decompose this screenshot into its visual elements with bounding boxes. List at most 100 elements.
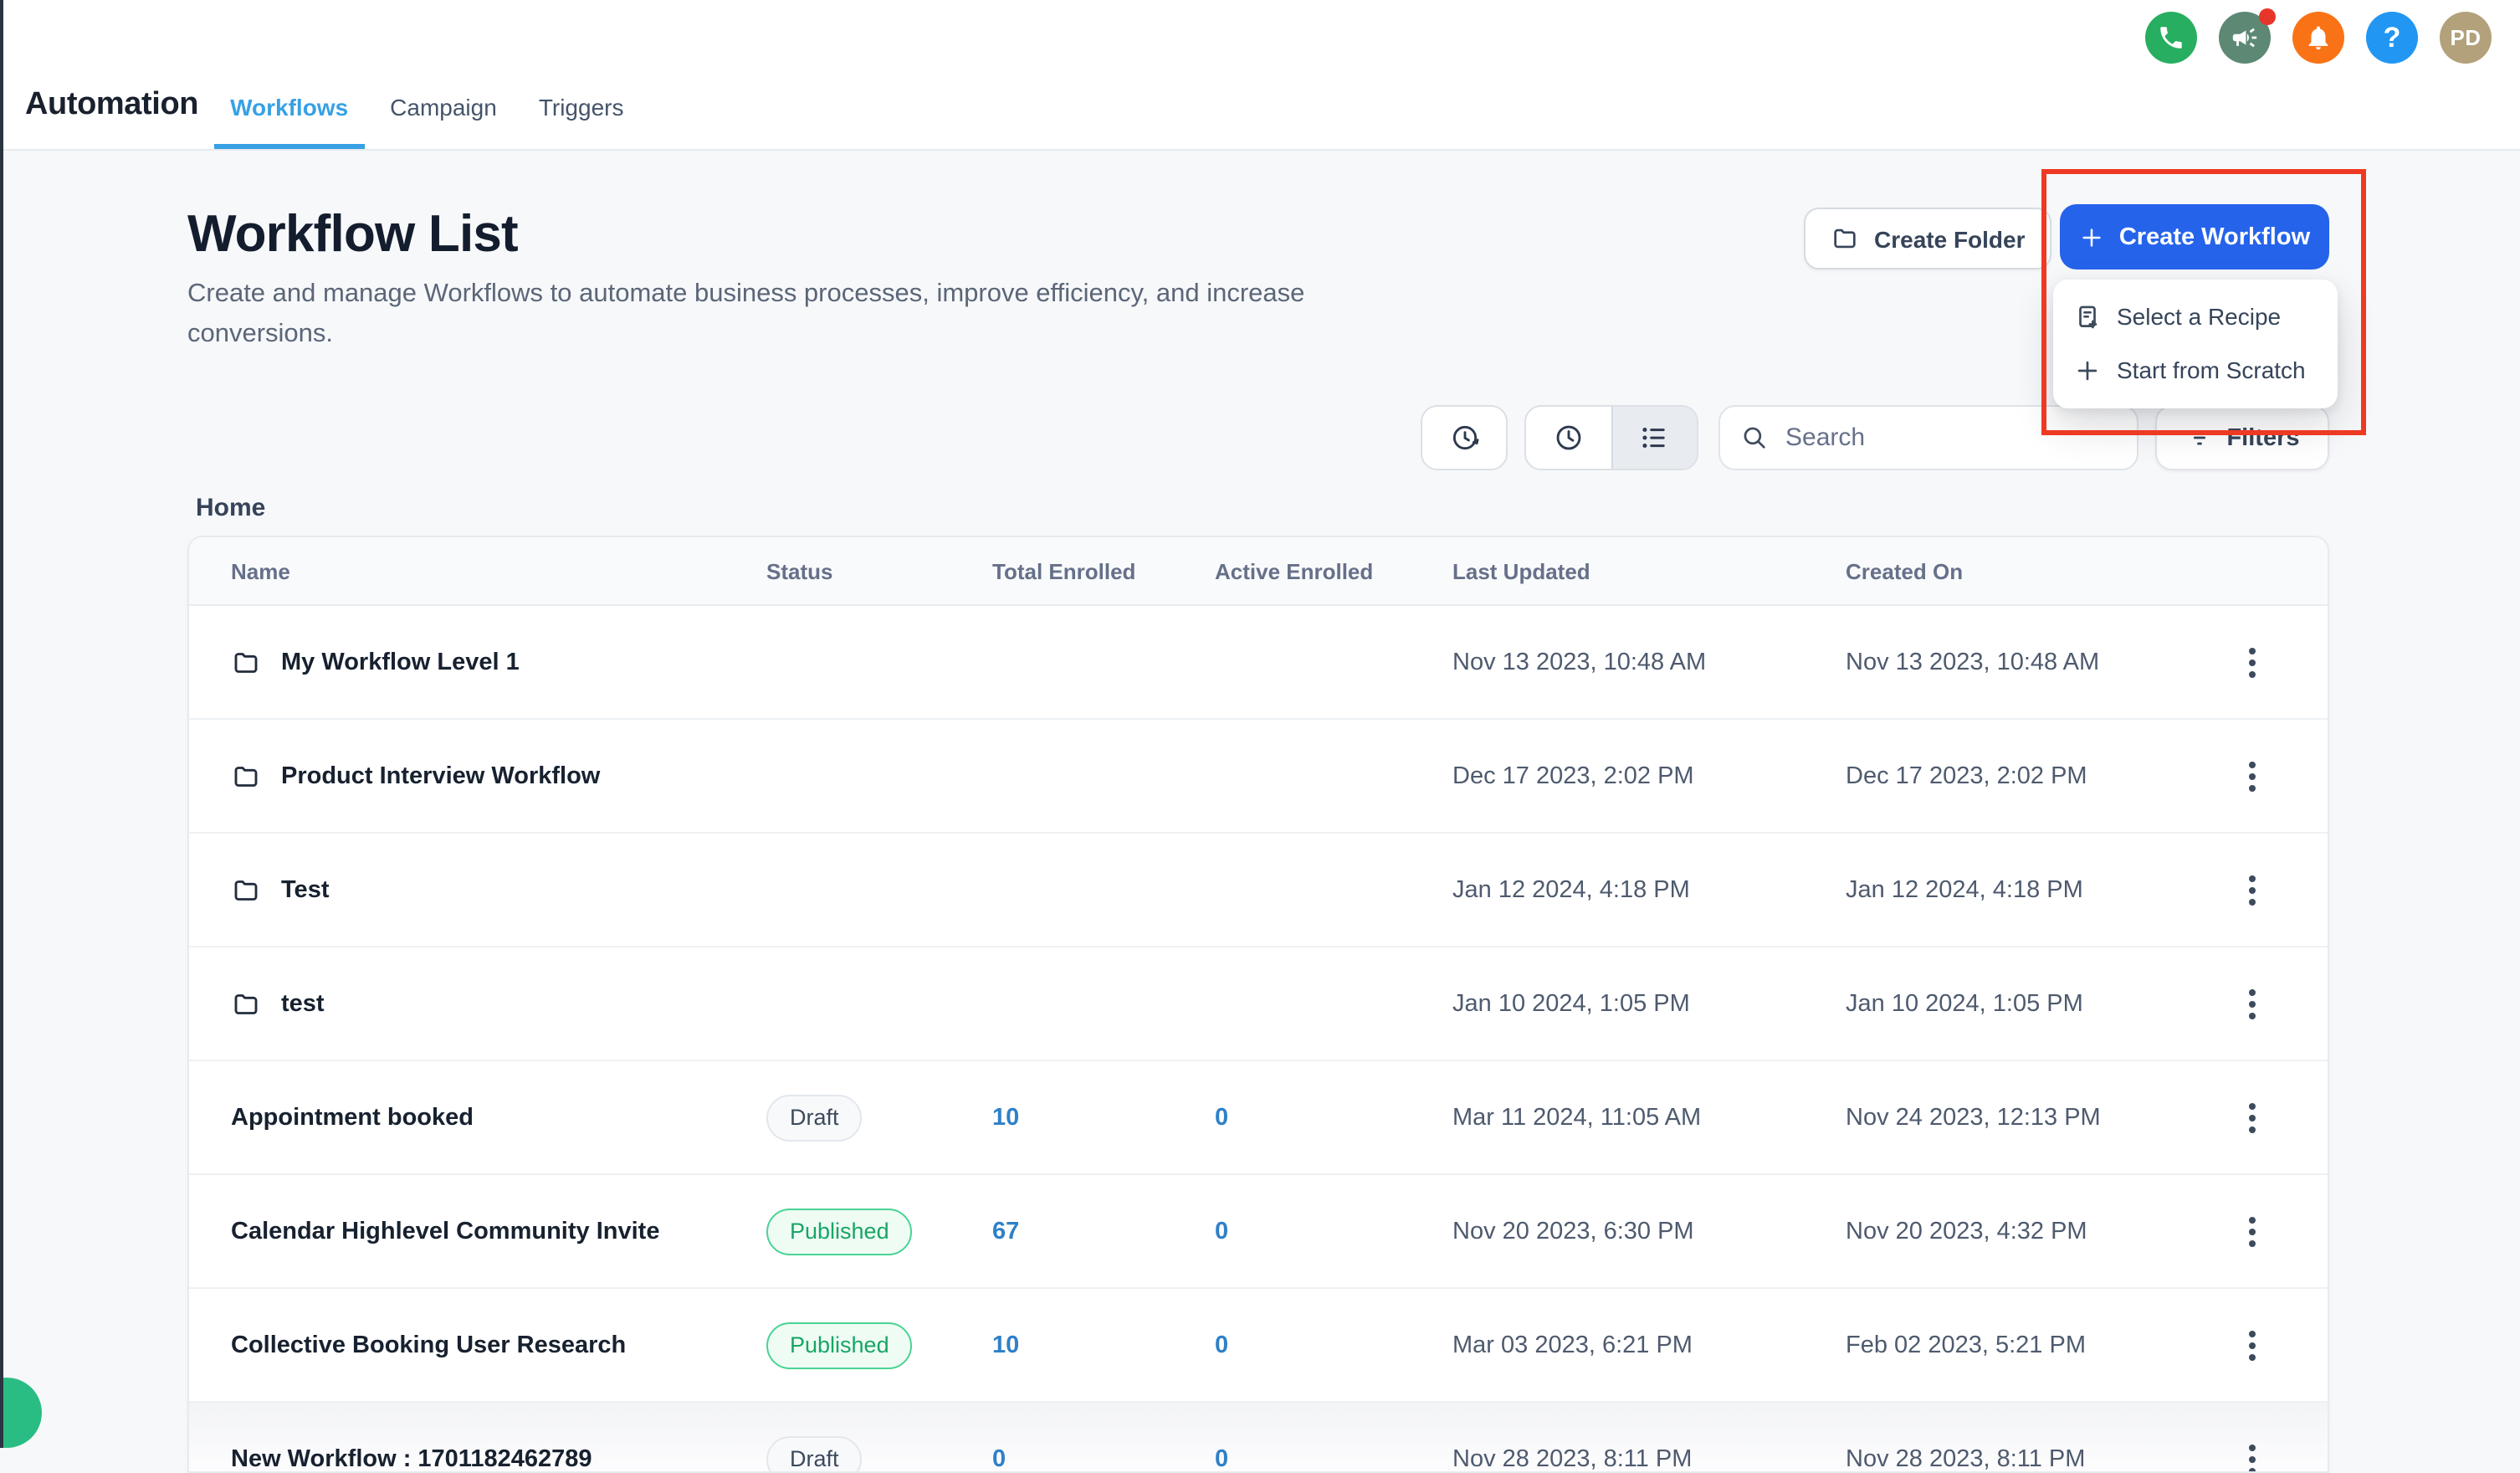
create-workflow-button[interactable]: Create Workflow [2060, 204, 2329, 269]
folder-icon [231, 647, 261, 677]
row-actions-menu-button[interactable] [2239, 865, 2266, 915]
last-updated-value: Dec 17 2023, 2:02 PM [1452, 762, 1694, 789]
table-row[interactable]: Calendar Highlevel Community Invite Publ… [189, 1175, 2328, 1289]
workflow-name-cell[interactable]: Appointment booked [189, 1104, 766, 1131]
page-title: Workflow List [187, 204, 519, 263]
tab-triggers[interactable]: Triggers [538, 94, 624, 121]
create-folder-button[interactable]: Create Folder [1804, 208, 2052, 269]
megaphone-icon [2231, 23, 2259, 52]
row-actions-menu-button[interactable] [2239, 1206, 2266, 1256]
menu-item-label: Start from Scratch [2117, 357, 2306, 383]
row-actions-menu-button[interactable] [2239, 751, 2266, 801]
active-enrolled-value[interactable]: 0 [1215, 1104, 1229, 1131]
table-row[interactable]: My Workflow Level 1 Nov 13 2023, 10:48 A… [189, 606, 2328, 720]
table-row[interactable]: Test Jan 12 2024, 4:18 PM Jan 12 2024, 4… [189, 834, 2328, 947]
list-icon [1639, 422, 1671, 454]
menu-item-label: Select a Recipe [2117, 303, 2282, 330]
row-actions-menu-button[interactable] [2239, 978, 2266, 1029]
row-actions-menu-button[interactable] [2239, 1434, 2266, 1471]
row-actions-menu-button[interactable] [2239, 1092, 2266, 1142]
column-header-last-updated: Last Updated [1452, 558, 1590, 583]
created-on-value: Nov 28 2023, 8:11 PM [1846, 1445, 2086, 1472]
workflow-name-cell[interactable]: Calendar Highlevel Community Invite [189, 1218, 766, 1245]
table-row[interactable]: Product Interview Workflow Dec 17 2023, … [189, 720, 2328, 834]
active-enrolled-value[interactable]: 0 [1215, 1445, 1229, 1472]
tab-workflows[interactable]: Workflows [213, 94, 366, 149]
folder-icon [231, 761, 261, 791]
created-on-value: Nov 24 2023, 12:13 PM [1846, 1104, 2101, 1131]
status-badge: Published [766, 1322, 913, 1368]
total-enrolled-value[interactable]: 10 [992, 1104, 1020, 1131]
table-row[interactable]: Collective Booking User Research Publish… [189, 1289, 2328, 1403]
status-badge: Draft [766, 1435, 863, 1471]
search-field [1718, 405, 2138, 470]
workflow-name-cell[interactable]: test [189, 988, 766, 1019]
menu-item-start-from-scratch[interactable]: Start from Scratch [2053, 343, 2338, 397]
active-enrolled-value[interactable]: 0 [1215, 1332, 1229, 1358]
help-icon: ? [2383, 21, 2401, 53]
created-on-value: Jan 10 2024, 1:05 PM [1846, 990, 2083, 1017]
workflow-name-cell[interactable]: New Workflow : 1701182462789 [189, 1445, 766, 1472]
table-row[interactable]: New Workflow : 1701182462789 Draft 0 0 N… [189, 1403, 2328, 1472]
total-enrolled-value[interactable]: 10 [992, 1332, 1020, 1358]
view-toggle-list[interactable] [1611, 407, 1697, 469]
workflow-name-cell[interactable]: Product Interview Workflow [189, 761, 766, 791]
workflow-name: Appointment booked [231, 1104, 474, 1131]
total-enrolled-value[interactable]: 67 [992, 1218, 1020, 1245]
clock-icon [1553, 422, 1585, 454]
support-chat-widget[interactable] [0, 1378, 42, 1448]
workflow-name-cell[interactable]: Test [189, 875, 766, 905]
workflow-name: Calendar Highlevel Community Invite [231, 1218, 660, 1245]
status-badge: Published [766, 1208, 913, 1255]
column-header-active-enrolled: Active Enrolled [1215, 558, 1374, 583]
last-updated-value: Nov 28 2023, 8:11 PM [1452, 1445, 1693, 1472]
created-on-value: Jan 12 2024, 4:18 PM [1846, 876, 2083, 903]
folder-icon [231, 988, 261, 1019]
column-header-created-on: Created On [1846, 558, 1964, 583]
column-header-total-enrolled: Total Enrolled [992, 558, 1136, 583]
view-toggle [1524, 405, 1698, 470]
page-description: Create and manage Workflows to automate … [187, 280, 1305, 348]
create-workflow-label: Create Workflow [2118, 223, 2311, 250]
phone-button[interactable] [2145, 12, 2197, 64]
row-actions-menu-button[interactable] [2239, 637, 2266, 687]
row-actions-menu-button[interactable] [2239, 1320, 2266, 1370]
page-section-title: Automation [25, 87, 199, 122]
workflow-name: New Workflow : 1701182462789 [231, 1445, 592, 1472]
search-icon [1740, 423, 1769, 452]
create-workflow-menu: Select a Recipe Start from Scratch [2053, 280, 2338, 408]
filters-label: Filters [2226, 424, 2300, 451]
menu-item-select-recipe[interactable]: Select a Recipe [2053, 290, 2338, 343]
filter-icon [2185, 423, 2213, 452]
search-input[interactable] [1782, 422, 2117, 454]
workflow-name: Collective Booking User Research [231, 1332, 627, 1358]
announcements-button[interactable] [2219, 8, 2276, 64]
history-icon [1448, 422, 1480, 454]
help-button[interactable]: ? [2366, 12, 2418, 64]
created-on-value: Dec 17 2023, 2:02 PM [1846, 762, 2087, 789]
recipe-icon [2073, 302, 2102, 331]
sidebar-edge [0, 0, 3, 1448]
total-enrolled-value[interactable]: 0 [992, 1445, 1006, 1472]
notifications-button[interactable] [2292, 12, 2344, 64]
last-updated-value: Nov 13 2023, 10:48 AM [1452, 649, 1707, 675]
global-icon-bar: ? PD [2145, 8, 2492, 64]
active-enrolled-value[interactable]: 0 [1215, 1218, 1229, 1245]
workflow-name-cell[interactable]: My Workflow Level 1 [189, 647, 766, 677]
last-updated-value: Jan 12 2024, 4:18 PM [1452, 876, 1690, 903]
breadcrumb[interactable]: Home [196, 494, 266, 522]
table-row[interactable]: test Jan 10 2024, 1:05 PM Jan 10 2024, 1… [189, 947, 2328, 1061]
workflow-name-cell[interactable]: Collective Booking User Research [189, 1332, 766, 1358]
tab-campaign[interactable]: Campaign [390, 94, 497, 121]
plus-icon [2073, 356, 2102, 384]
table-row[interactable]: Appointment booked Draft 10 0 Mar 11 202… [189, 1061, 2328, 1175]
plus-icon [2079, 223, 2106, 250]
workflow-name: Test [281, 876, 330, 903]
view-toggle-time[interactable] [1526, 407, 1611, 469]
execution-logs-button[interactable] [1421, 405, 1508, 470]
filters-button[interactable]: Filters [2155, 405, 2329, 470]
last-updated-value: Jan 10 2024, 1:05 PM [1452, 990, 1690, 1017]
created-on-value: Nov 20 2023, 4:32 PM [1846, 1218, 2087, 1245]
avatar[interactable]: PD [2440, 12, 2492, 64]
